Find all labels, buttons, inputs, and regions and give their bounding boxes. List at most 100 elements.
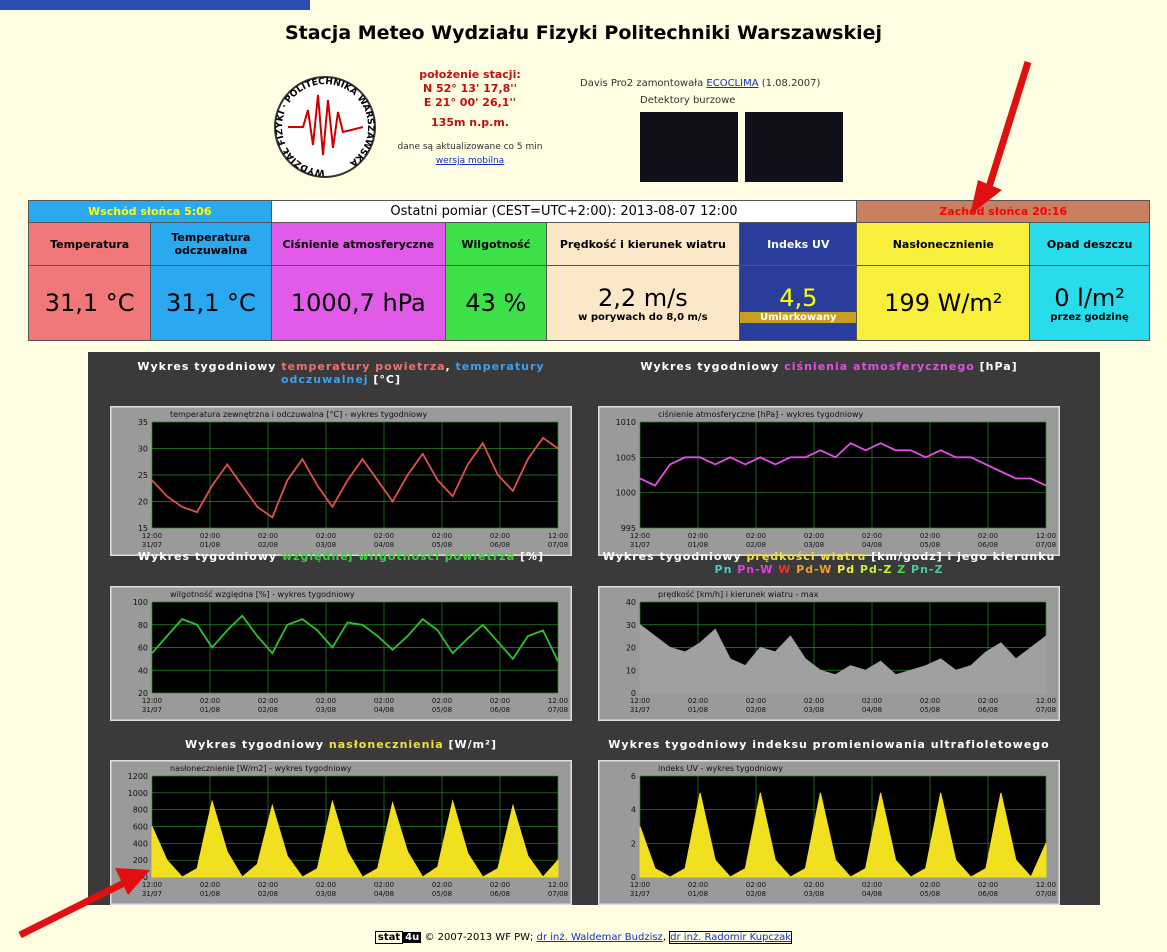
- x-tick-label: 03/08: [316, 541, 336, 549]
- x-tick-label: 05/08: [432, 706, 452, 714]
- x-tick-label: 12:00: [1036, 881, 1056, 889]
- x-tick-label: 12:00: [1036, 697, 1056, 705]
- heading-part: [°C]: [369, 373, 401, 386]
- x-tick-label: 03/08: [316, 890, 336, 898]
- x-tick-label: 02:00: [746, 532, 766, 540]
- badge[interactable]: stat: [375, 931, 403, 944]
- heading-part: Wykres tygodniowy: [185, 738, 329, 751]
- chart: indeks UV - wykres tygodniowy024612:0031…: [598, 760, 1060, 905]
- location: położenie stacji: N 52° 13' 17,8'' E 21°…: [385, 68, 555, 168]
- reading-value: 4,5: [740, 284, 856, 312]
- x-tick-label: 02:00: [688, 532, 708, 540]
- x-tick-label: 06/08: [490, 706, 510, 714]
- chart-inner-title: temperatura zewnętrzna i odczuwalna [°C]…: [170, 410, 427, 419]
- storm-map[interactable]: [640, 112, 738, 182]
- station-suffix: (1.08.2007): [759, 78, 821, 89]
- x-tick-label: 02:00: [316, 881, 336, 889]
- top-bar: [0, 0, 310, 10]
- heading-part: Wykres tygodniowy indeksu promieniowania…: [608, 738, 1049, 751]
- heading-part: Pd: [837, 563, 860, 576]
- x-tick-label: 12:00: [142, 532, 162, 540]
- column-label: Temperatura odczuwalna: [151, 223, 271, 266]
- heading-part: [km/godz] i jego kierunku: [866, 550, 1055, 563]
- x-tick-label: 05/08: [432, 541, 452, 549]
- y-tick-label: 600: [133, 823, 148, 832]
- storm-map[interactable]: [745, 112, 843, 182]
- heading-part: względnej wilgotności powietrza: [282, 550, 515, 563]
- x-tick-label: 12:00: [142, 697, 162, 705]
- x-tick-label: 02:00: [490, 697, 510, 705]
- heading-part: W: [778, 563, 796, 576]
- heading-part: [%]: [515, 550, 544, 563]
- heading-part: ciśnienia atmosferycznego: [784, 360, 975, 373]
- chart-heading: Wykres tygodniowy względnej wilgotności …: [110, 550, 572, 586]
- badge[interactable]: 4u: [403, 932, 421, 943]
- x-tick-label: 03/08: [804, 890, 824, 898]
- chart-inner-title: nasłonecznienie [W/m2] - wykres tygodnio…: [170, 764, 352, 773]
- chart-heading: Wykres tygodniowy nasłonecznienia [W/m²]: [110, 738, 572, 760]
- reading-value: 2,2 m/s: [547, 284, 740, 312]
- x-tick-label: 02:00: [200, 881, 220, 889]
- x-tick-label: 31/07: [630, 706, 650, 714]
- x-tick-label: 12:00: [630, 697, 650, 705]
- y-tick-label: 1200: [128, 772, 148, 781]
- heading-part: Pd-Z: [860, 563, 897, 576]
- x-tick-label: 31/07: [142, 706, 162, 714]
- x-tick-label: 02:00: [804, 532, 824, 540]
- x-tick-label: 01/08: [688, 706, 708, 714]
- y-tick-label: 6: [631, 772, 636, 781]
- x-tick-label: 02:00: [746, 881, 766, 889]
- x-tick-label: 02/08: [746, 706, 766, 714]
- mobile-link[interactable]: wersja mobilna: [385, 154, 555, 168]
- x-tick-label: 02:00: [258, 881, 278, 889]
- x-tick-label: 12:00: [548, 532, 568, 540]
- x-tick-label: 04/08: [374, 706, 394, 714]
- value-cell: 31,1 °C: [151, 266, 271, 341]
- x-tick-label: 02:00: [374, 532, 394, 540]
- chart: ciśnienie atmosferyczne [hPa] - wykres t…: [598, 406, 1060, 556]
- x-tick-label: 06/08: [490, 541, 510, 549]
- chart: prędkość [km/h] i kierunek wiatru - max0…: [598, 586, 1060, 721]
- x-tick-label: 02:00: [920, 881, 940, 889]
- x-tick-label: 07/08: [548, 890, 568, 898]
- x-tick-label: 02:00: [374, 881, 394, 889]
- value-cell: 43 %: [446, 266, 546, 341]
- x-tick-label: 02:00: [316, 532, 336, 540]
- page-title: Stacja Meteo Wydziału Fizyki Politechnik…: [0, 22, 1167, 44]
- author-link[interactable]: dr inż. Waldemar Budzisz: [537, 932, 663, 943]
- heading-part: temperatury powietrza: [281, 360, 445, 373]
- station-link[interactable]: ECOCLIMA: [706, 78, 758, 89]
- x-tick-label: 02:00: [862, 532, 882, 540]
- reading-value: 199 W/m²: [857, 289, 1029, 317]
- y-tick-label: 20: [626, 644, 636, 653]
- y-tick-label: 2: [631, 839, 636, 848]
- x-tick-label: 12:00: [548, 881, 568, 889]
- column-label: Nasłonecznienie: [857, 223, 1030, 266]
- heading-part: Pn-W: [737, 563, 778, 576]
- y-tick-label: 30: [138, 445, 148, 454]
- x-tick-label: 02:00: [862, 881, 882, 889]
- x-tick-label: 05/08: [432, 890, 452, 898]
- chart-heading: Wykres tygodniowy indeksu promieniowania…: [598, 738, 1060, 760]
- value-cell: 1000,7 hPa: [271, 266, 446, 341]
- x-tick-label: 06/08: [978, 890, 998, 898]
- x-tick-label: 02:00: [804, 881, 824, 889]
- y-tick-label: 40: [626, 598, 636, 607]
- x-tick-label: 12:00: [1036, 532, 1056, 540]
- x-tick-label: 02:00: [258, 697, 278, 705]
- x-tick-label: 07/08: [548, 706, 568, 714]
- y-tick-label: 25: [138, 471, 148, 480]
- x-tick-label: 04/08: [862, 541, 882, 549]
- x-tick-label: 02:00: [978, 532, 998, 540]
- heading-part: Pd-W: [796, 563, 837, 576]
- x-tick-label: 02:00: [920, 697, 940, 705]
- x-tick-label: 02/08: [746, 890, 766, 898]
- x-tick-label: 02:00: [862, 697, 882, 705]
- x-tick-label: 01/08: [200, 706, 220, 714]
- plot-area: [640, 422, 1046, 528]
- author-link[interactable]: dr inż. Radomir Kupczak: [669, 931, 792, 944]
- reading-value: 0 l/m²: [1030, 284, 1149, 312]
- x-tick-label: 01/08: [688, 541, 708, 549]
- x-tick-label: 04/08: [374, 890, 394, 898]
- chart-inner-title: wilgotność względna [%] - wykres tygodni…: [170, 589, 355, 599]
